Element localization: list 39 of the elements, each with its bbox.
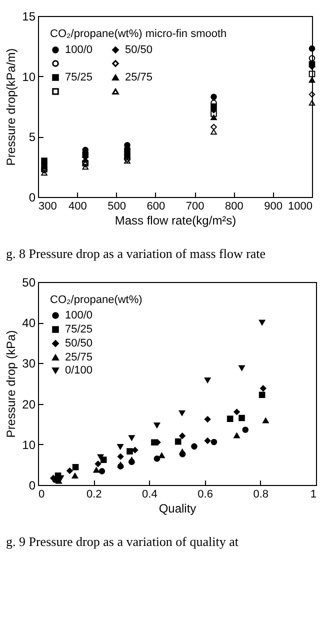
y-tick-label: 30 [22,356,36,371]
legend-label: 25/75 [125,72,153,84]
legend-title: CO₂/propane(wt%) [50,294,142,306]
legend-label: 75/25 [65,324,93,336]
x-tick-label: 600 [146,200,166,212]
legend-title: CO₂/propane(wt%) micro-fin smooth [50,28,227,40]
legend-label: 0/100 [65,364,93,376]
y-axis-title: Pressure drop (kPa) [4,330,18,438]
x-tick-label: 500 [108,200,126,212]
x-tick-label: 0 [38,488,45,500]
x-tick-label: 400 [68,200,87,212]
x-tick-label: 0.6 [198,488,213,500]
y-tick-label: 50 [22,276,36,290]
legend-label: 25/75 [65,352,93,364]
x-tick-label: 1000 [288,200,312,212]
x-axis-title: Mass flow rate(kg/m²s) [114,214,236,228]
y-tick-label: 20 [22,397,36,412]
legend-label: 50/50 [65,338,93,350]
x-axis-title: Quality [158,502,196,516]
y-tick-label: 5 [28,130,36,144]
x-tick-label: 0.2 [86,488,102,500]
legend-label: 100/0 [65,310,93,322]
y-axis-title: Pressure drop(kPa/m) [4,48,18,166]
text: g. 9 Pressure drop as a variation of quality at [5,533,240,551]
x-tick-label: 300 [38,200,57,212]
y-tick-label: 10 [22,438,36,452]
legend-label: 75/25 [65,72,93,84]
legend-label: 100/0 [65,44,93,56]
x-tick-label: 700 [186,200,204,212]
y-tick-label: 10 [22,70,36,84]
x-tick-label: 900 [264,200,283,212]
x-tick-label: 1 [310,488,316,500]
legend-label: 50/50 [125,44,153,56]
x-tick-label: 0.8 [253,488,269,500]
x-tick-label: 0.4 [142,488,158,500]
text: g. 8 Pressure drop as a variation of mass flow rate [5,245,267,263]
y-tick-label: 40 [22,316,36,330]
x-tick-label: 800 [225,200,244,212]
y-tick-label: 15 [22,10,36,24]
